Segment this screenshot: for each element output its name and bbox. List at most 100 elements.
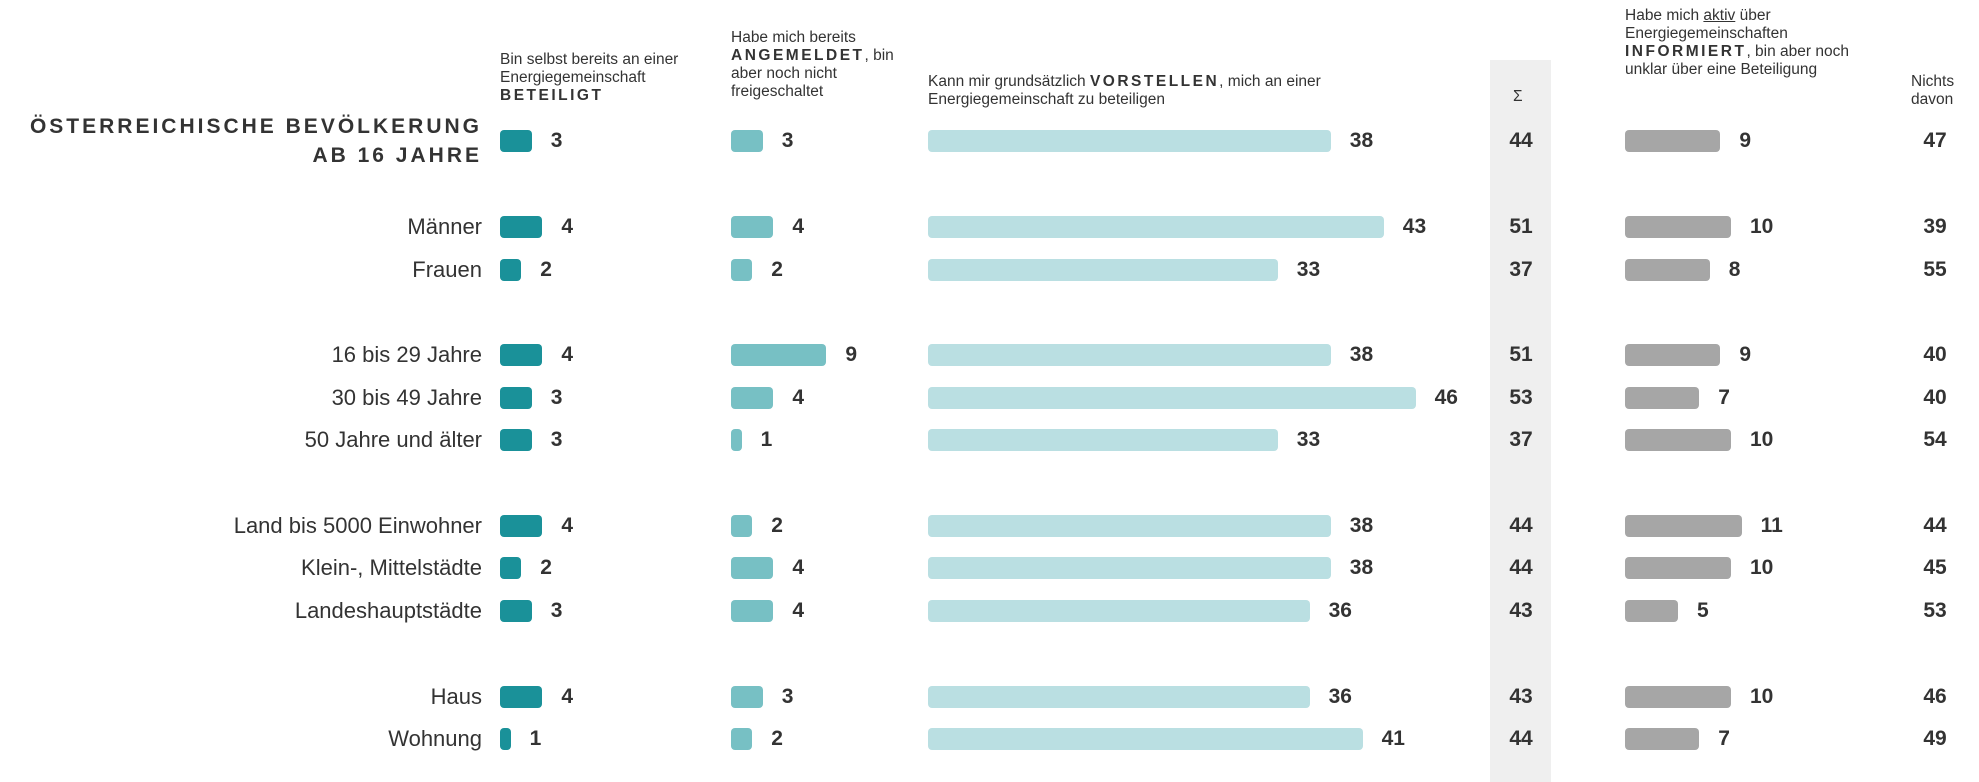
value-label-beteiligt: 3	[550, 129, 563, 152]
value-label-sum: 53	[1509, 386, 1533, 409]
value-label-nichts: 45	[1923, 556, 1947, 579]
value-label-beteiligt: 4	[561, 343, 574, 366]
value-label-informiert: 10	[1750, 428, 1774, 451]
row-label: 16 bis 29 Jahre	[331, 342, 482, 367]
header-beteiligt: Bin selbst bereits an einer Energiegemei…	[500, 51, 720, 105]
row-label: Land bis 5000 Einwohner	[233, 513, 482, 538]
value-label-informiert: 10	[1750, 556, 1774, 579]
bar-informiert	[1625, 130, 1721, 152]
value-label-nichts: 53	[1923, 599, 1947, 622]
header-sum: Σ	[1513, 88, 1523, 106]
header-angemeldet-post: , bin aber noch nicht freigeschaltet	[731, 47, 894, 100]
bar-vorstellen	[928, 686, 1310, 708]
bar-informiert	[1625, 216, 1731, 238]
value-label-sum: 51	[1509, 215, 1533, 238]
main-row-label-line1: ÖSTERREICHISCHE BEVÖLKERUNG	[29, 115, 482, 138]
header-informiert-underlined: aktiv	[1703, 7, 1736, 24]
header-angemeldet-key: ANGEMELDET	[731, 47, 865, 64]
bar-beteiligt	[500, 429, 532, 451]
value-label-angemeldet: 9	[845, 343, 858, 366]
value-label-informiert: 7	[1718, 386, 1730, 409]
value-label-beteiligt: 4	[561, 215, 574, 238]
bar-beteiligt	[500, 259, 522, 281]
bar-angemeldet	[731, 515, 753, 537]
header-angemeldet: Habe mich bereits ANGEMELDET, bin aber n…	[731, 29, 901, 101]
value-label-angemeldet: 3	[781, 129, 794, 152]
bar-beteiligt	[500, 387, 532, 409]
value-label-nichts: 55	[1923, 258, 1947, 281]
value-label-sum: 44	[1509, 129, 1533, 152]
bar-angemeldet	[731, 600, 774, 622]
bar-vorstellen	[928, 728, 1363, 750]
value-label-angemeldet: 4	[792, 556, 805, 579]
bar-beteiligt	[500, 515, 543, 537]
value-label-sum: 51	[1509, 343, 1533, 366]
value-label-vorstellen: 36	[1328, 685, 1352, 708]
value-label-nichts: 47	[1923, 129, 1947, 152]
value-label-vorstellen: 41	[1381, 727, 1405, 750]
value-label-beteiligt: 4	[561, 514, 574, 537]
value-label-informiert: 9	[1739, 129, 1752, 152]
value-label-sum: 44	[1509, 556, 1533, 579]
bar-beteiligt	[500, 728, 511, 750]
value-label-angemeldet: 1	[760, 428, 773, 451]
header-beteiligt-key: BETEILIGT	[500, 87, 604, 104]
value-label-beteiligt: 4	[561, 685, 574, 708]
row-label: Haus	[430, 684, 482, 709]
value-label-sum: 44	[1509, 514, 1533, 537]
bar-beteiligt	[500, 130, 532, 152]
header-informiert-mid: über Energiegemeinschaften	[1625, 7, 1788, 42]
header-informiert-pre: Habe mich	[1625, 7, 1704, 24]
value-label-sum: 44	[1509, 727, 1533, 750]
bar-angemeldet	[731, 130, 763, 152]
bar-informiert	[1625, 259, 1710, 281]
value-label-beteiligt: 2	[540, 258, 552, 281]
bar-vorstellen	[928, 344, 1331, 366]
bar-angemeldet	[731, 429, 742, 451]
bar-informiert	[1625, 728, 1700, 750]
value-label-beteiligt: 1	[529, 727, 542, 750]
value-label-angemeldet: 2	[771, 727, 783, 750]
bar-informiert	[1625, 557, 1731, 579]
bar-angemeldet	[731, 344, 827, 366]
value-label-nichts: 54	[1923, 428, 1947, 451]
bar-informiert	[1625, 600, 1678, 622]
value-label-sum: 43	[1509, 685, 1533, 708]
bar-informiert	[1625, 686, 1731, 708]
bar-angemeldet	[731, 557, 774, 579]
value-label-vorstellen: 38	[1349, 343, 1374, 366]
header-vorstellen-key: VORSTELLEN	[1089, 73, 1220, 90]
value-label-nichts: 49	[1923, 727, 1947, 750]
row-label: Landeshauptstädte	[294, 598, 482, 623]
value-label-angemeldet: 2	[771, 258, 783, 281]
bar-vorstellen	[928, 387, 1416, 409]
header-vorstellen-post: , mich an einer Energiegemeinschaft zu b…	[928, 73, 1321, 108]
bar-vorstellen	[928, 557, 1331, 579]
header-informiert: Habe mich aktiv über Energiegemeinschaft…	[1625, 7, 1850, 79]
bar-beteiligt	[500, 216, 543, 238]
bar-vorstellen	[928, 600, 1310, 622]
value-label-sum: 43	[1509, 599, 1533, 622]
bar-vorstellen	[928, 259, 1278, 281]
main-row-label-line2: AB 16 JAHRE	[312, 144, 482, 167]
header-nichts-line1: Nichts	[1911, 73, 1955, 90]
value-label-beteiligt: 3	[550, 386, 563, 409]
bar-informiert	[1625, 387, 1700, 409]
header-informiert-post: , bin aber noch unklar über eine Beteili…	[1625, 43, 1849, 78]
bar-vorstellen	[928, 429, 1278, 451]
value-label-beteiligt: 3	[550, 428, 563, 451]
value-label-angemeldet: 4	[792, 215, 805, 238]
bar-angemeldet	[731, 387, 774, 409]
header-beteiligt-text: Bin selbst bereits an einer Energiegemei…	[500, 51, 679, 86]
value-label-vorstellen: 38	[1349, 556, 1374, 579]
bar-angemeldet	[731, 728, 753, 750]
main-row-label: ÖSTERREICHISCHE BEVÖLKERUNG AB 16 JAHRE	[30, 112, 482, 170]
bar-informiert	[1625, 429, 1731, 451]
header-angemeldet-pre: Habe mich bereits	[731, 29, 856, 46]
bar-beteiligt	[500, 344, 543, 366]
value-label-informiert: 7	[1718, 727, 1730, 750]
value-label-nichts: 40	[1923, 386, 1947, 409]
value-label-vorstellen: 38	[1349, 129, 1374, 152]
value-label-beteiligt: 3	[550, 599, 563, 622]
